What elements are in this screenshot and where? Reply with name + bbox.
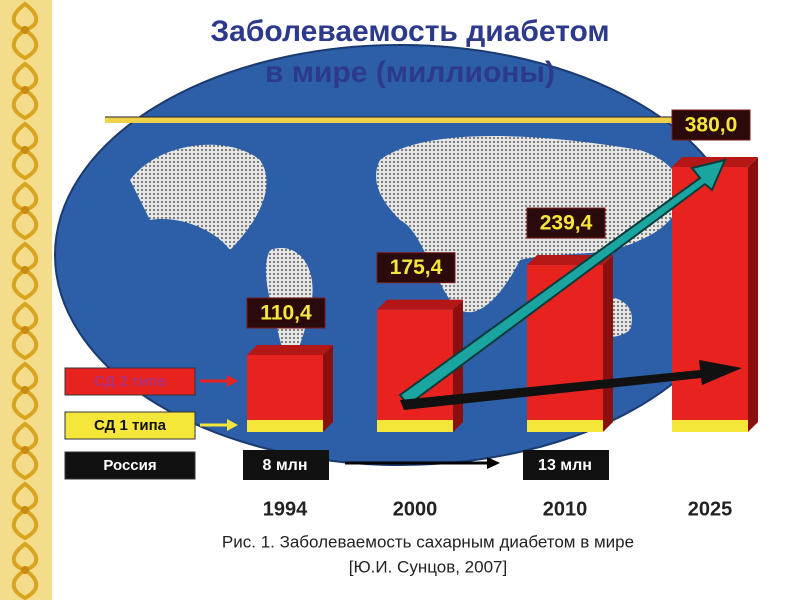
- legend-box: [64, 367, 196, 396]
- continents: [130, 136, 682, 359]
- caption: [Ю.И. Сунцов, 2007]: [349, 557, 507, 576]
- legend-arrow-head: [227, 419, 238, 431]
- ornament-border: [0, 0, 52, 600]
- x-tick-label: 2025: [688, 498, 733, 520]
- legend-label: СД 1 типа: [94, 417, 167, 434]
- russia-box: [243, 450, 329, 480]
- value-label-box: [246, 297, 326, 329]
- russia-box: [523, 450, 609, 480]
- russia-arrow-head: [487, 457, 500, 469]
- legend-label: Россия: [103, 457, 156, 474]
- legend-box: [64, 451, 196, 480]
- x-tick-label: 2010: [543, 498, 588, 520]
- bar: [672, 167, 748, 432]
- value-label: 239,4: [540, 212, 593, 235]
- value-label-box: [671, 109, 751, 141]
- bar-side: [323, 345, 333, 432]
- bar-base: [377, 420, 453, 432]
- trend-arrow: [398, 158, 727, 407]
- bar-top: [247, 345, 333, 356]
- legend-label: СД 2 типа: [94, 373, 167, 390]
- legend-arrow-head: [227, 375, 238, 387]
- russia-label: 13 млн: [538, 457, 592, 474]
- bar-base: [672, 420, 748, 432]
- bar: [247, 355, 323, 432]
- trend-arrow: [400, 360, 742, 410]
- bar-side: [748, 157, 758, 432]
- x-tick-label: 1994: [263, 498, 308, 520]
- russia-label: 8 млн: [262, 457, 307, 474]
- value-label: 175,4: [390, 256, 443, 279]
- bar-top: [377, 299, 463, 310]
- caption: Рис. 1. Заболеваемость сахарным диабетом…: [222, 532, 634, 551]
- chart-title: Заболеваемость диабетом: [210, 15, 609, 48]
- value-label: 380,0: [685, 114, 738, 137]
- bar-base: [247, 420, 323, 432]
- bar-base: [527, 420, 603, 432]
- x-tick-label: 2000: [393, 498, 438, 520]
- value-label: 110,4: [260, 302, 312, 325]
- value-label-box: [376, 252, 456, 284]
- chart-subtitle: в мире (миллионы): [265, 56, 555, 89]
- value-label-box: [526, 207, 606, 239]
- bar: [527, 265, 603, 432]
- legend-box: [64, 411, 196, 440]
- bars: 110,4 175,4 239,4 380,0: [246, 109, 758, 432]
- bar-side: [603, 255, 613, 432]
